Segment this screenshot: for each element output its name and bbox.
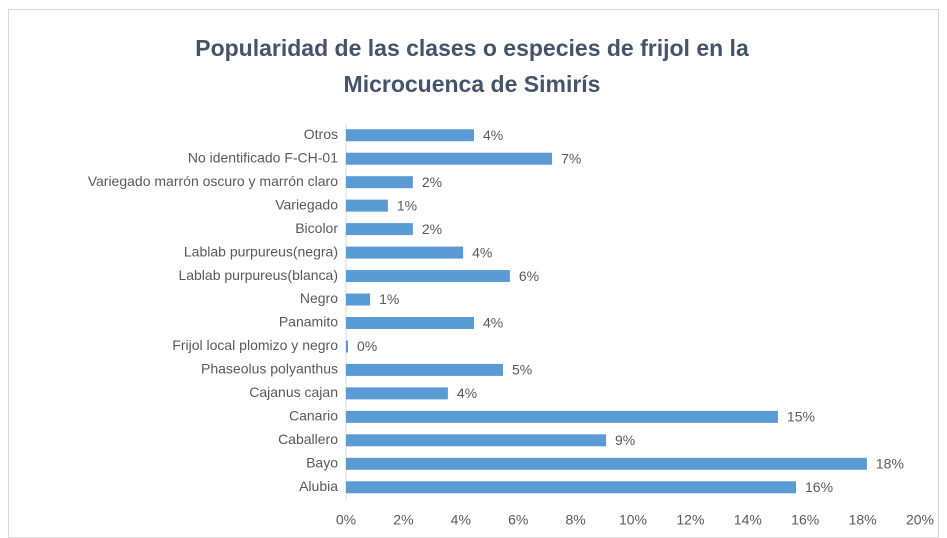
- bar: [346, 387, 448, 400]
- bar: [346, 199, 388, 212]
- x-tick-label: 20%: [906, 512, 934, 528]
- y-tick-label: Variegado marrón oscuro y marrón claro: [88, 173, 339, 189]
- x-tick-label: 14%: [734, 512, 762, 528]
- bar: [346, 246, 464, 259]
- bar: [346, 481, 797, 494]
- bar: [346, 434, 607, 447]
- chart-title: Popularidad de las clases o especies de …: [195, 35, 749, 61]
- y-tick-label: Canario: [289, 408, 338, 424]
- x-tick-label: 0%: [336, 512, 356, 528]
- data-label: 4%: [483, 127, 503, 143]
- bar: [346, 316, 475, 329]
- y-tick-label: Negro: [300, 290, 338, 306]
- data-label: 0%: [357, 338, 377, 354]
- bar: [346, 363, 503, 376]
- bar: [346, 152, 553, 165]
- y-tick-label: Frijol local plomizo y negro: [172, 337, 338, 353]
- data-label: 2%: [422, 221, 442, 237]
- y-tick-label: Variegado: [275, 196, 338, 212]
- data-label: 4%: [457, 385, 477, 401]
- data-label: 9%: [615, 432, 635, 448]
- data-label: 4%: [483, 315, 503, 331]
- bar: [346, 176, 413, 189]
- chart-title: Microcuenca de Simirís: [344, 71, 601, 97]
- y-tick-label: Otros: [304, 126, 338, 142]
- y-tick-label: Bicolor: [295, 220, 338, 236]
- data-label: 2%: [422, 174, 442, 190]
- bar: [346, 340, 349, 353]
- data-label: 6%: [519, 268, 539, 284]
- bar: [346, 293, 371, 306]
- x-tick-label: 6%: [508, 512, 528, 528]
- bar: [346, 270, 510, 283]
- data-label: 7%: [561, 150, 581, 166]
- x-tick-label: 2%: [393, 512, 413, 528]
- x-tick-label: 8%: [565, 512, 585, 528]
- y-tick-label: Lablab purpureus(blanca): [178, 267, 338, 283]
- data-label: 18%: [876, 456, 904, 472]
- y-tick-label: Lablab purpureus(negra): [184, 243, 338, 259]
- x-tick-label: 10%: [619, 512, 647, 528]
- y-tick-label: Panamito: [279, 314, 338, 330]
- x-tick-label: 12%: [676, 512, 704, 528]
- y-tick-label: Caballero: [278, 431, 338, 447]
- bar: [346, 457, 867, 470]
- data-label: 5%: [512, 362, 532, 378]
- data-label: 16%: [805, 479, 833, 495]
- data-label: 1%: [397, 197, 417, 213]
- bar: [346, 223, 413, 236]
- data-label: 1%: [379, 291, 399, 307]
- y-tick-label: Alubia: [299, 478, 338, 494]
- x-tick-label: 16%: [791, 512, 819, 528]
- bar: [346, 410, 778, 423]
- data-label: 4%: [472, 244, 492, 260]
- bar: [346, 129, 475, 142]
- data-label: 15%: [787, 409, 815, 425]
- y-tick-label: Bayo: [306, 455, 338, 471]
- y-tick-label: No identificado F-CH-01: [188, 149, 338, 165]
- x-tick-label: 4%: [451, 512, 471, 528]
- y-tick-label: Cajanus cajan: [249, 384, 338, 400]
- y-tick-label: Phaseolus polyanthus: [201, 361, 338, 377]
- x-tick-label: 18%: [849, 512, 877, 528]
